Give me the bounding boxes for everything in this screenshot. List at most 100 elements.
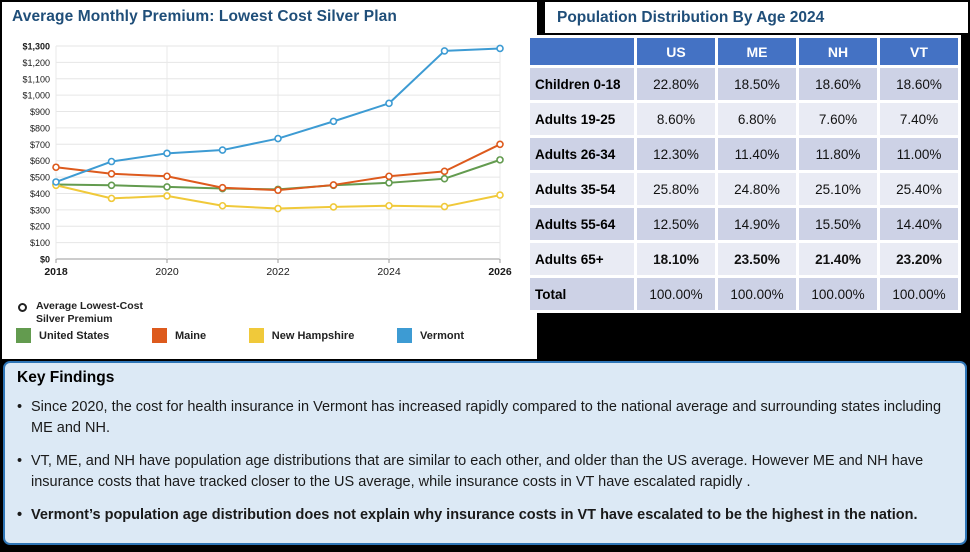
data-point [385,201,393,210]
legend-label: Maine [174,329,207,342]
y-tick-label: $900 [30,107,50,117]
table-row: Adults 65+ 18.10% 23.50% 21.40% 23.20% [530,243,958,275]
data-point [274,204,282,213]
y-tick-label: $1,000 [22,91,50,101]
data-point [496,140,504,149]
data-point [496,156,504,164]
y-tick-label: $0 [40,255,50,265]
x-tick-label: 2024 [377,266,401,278]
data-point [274,186,282,194]
table-cell: 7.60% [799,103,877,135]
y-tick-label: $1,300 [22,42,50,52]
data-point [163,172,171,181]
legend-marker-label: Average Lowest-Cost Silver Premium [36,300,143,325]
data-point [385,99,393,108]
circle-marker-icon [18,303,27,312]
table-cell: 18.60% [799,68,877,100]
legend-label: Vermont [419,329,464,342]
data-point [107,181,116,190]
data-point [107,194,116,203]
table-cell: 7.40% [880,103,958,135]
table-cell: 25.40% [880,173,958,205]
premium-chart-panel: Average Monthly Premium: Lowest Cost Sil… [2,2,537,359]
legend-swatch-icon [396,328,412,343]
data-point [329,117,338,126]
legend-label: United States [39,329,110,342]
table-cell: 11.80% [799,138,877,170]
column-header: VT [880,38,958,65]
data-point [163,183,171,191]
population-table: US ME NH VT Children 0-18 22.80% 18.50% 18.60%… [527,35,961,313]
row-label: Children 0-18 [530,68,634,100]
data-point [496,44,504,53]
table-row: Adults 55-64 12.50% 14.90% 15.50% 14.40% [530,208,958,240]
data-point [163,192,171,200]
y-tick-label: $100 [30,238,50,248]
column-header [530,38,634,65]
table-cell: 11.00% [880,138,958,170]
data-point [107,157,116,166]
table-cell: 6.80% [718,103,796,135]
table-cell: 18.10% [637,243,715,275]
legend-swatch-icon [16,328,31,343]
x-tick-label: 2020 [155,266,179,278]
legend-marker-item: Average Lowest-Cost Silver Premium [16,300,161,325]
table-cell: 100.00% [880,278,958,310]
data-point [329,181,338,189]
key-findings-list: Since 2020, the cost for health insuranc… [5,397,965,526]
table-cell: 24.80% [718,173,796,205]
data-point [163,149,171,158]
key-findings-title: Key Findings [17,369,115,386]
finding-bullet: Vermont’s population age distribution do… [17,505,947,526]
legend-item: Maine [151,328,207,343]
table-title: Population Distribution By Age 2024 [557,9,825,26]
table-cell: 18.60% [880,68,958,100]
series-legend: United States Maine New Hampshire Vermont [16,328,464,343]
data-point [274,134,282,143]
data-point [440,167,449,176]
y-tick-label: $1,100 [22,74,50,84]
data-point [385,179,393,187]
table-cell: 22.80% [637,68,715,100]
row-label: Adults 26-34 [530,138,634,170]
column-header: NH [799,38,877,65]
row-label: Adults 19-25 [530,103,634,135]
row-label: Total [530,278,634,310]
data-point [218,146,227,154]
column-header: US [637,38,715,65]
finding-bullet: VT, ME, and NH have population age distr… [17,451,947,492]
table-cell: 100.00% [637,278,715,310]
table-cell: 14.40% [880,208,958,240]
table-cell: 23.50% [718,243,796,275]
key-findings-panel: Key Findings Since 2020, the cost for he… [3,361,967,545]
table-title-box: Population Distribution By Age 2024 [545,2,968,33]
x-tick-label: 2018 [44,266,68,278]
data-point [107,170,116,178]
legend-swatch-icon [248,328,264,343]
row-label: Adults 65+ [530,243,634,275]
table-row: Adults 19-25 8.60% 6.80% 7.60% 7.40% [530,103,958,135]
table-cell: 11.40% [718,138,796,170]
column-header: ME [718,38,796,65]
legend-label: New Hampshire [271,329,355,342]
legend-item: United States [16,328,109,343]
data-point [496,191,504,199]
data-point [385,172,393,181]
table-cell: 12.30% [637,138,715,170]
data-point [329,203,338,211]
table-row: Total 100.00% 100.00% 100.00% 100.00% [530,278,958,310]
table-row: Adults 26-34 12.30% 11.40% 11.80% 11.00% [530,138,958,170]
y-tick-label: $1,200 [22,58,50,68]
data-point [440,47,449,55]
table-cell: 100.00% [799,278,877,310]
table-cell: 25.80% [637,173,715,205]
table-cell: 15.50% [799,208,877,240]
table-cell: 12.50% [637,208,715,240]
data-point [440,174,449,183]
table-cell: 21.40% [799,243,877,275]
legend-swatch-icon [151,328,167,343]
table-cell: 23.20% [880,243,958,275]
y-tick-label: $600 [30,156,50,166]
x-tick-label: 2026 [488,266,512,278]
table-header-row: US ME NH VT [530,38,958,65]
